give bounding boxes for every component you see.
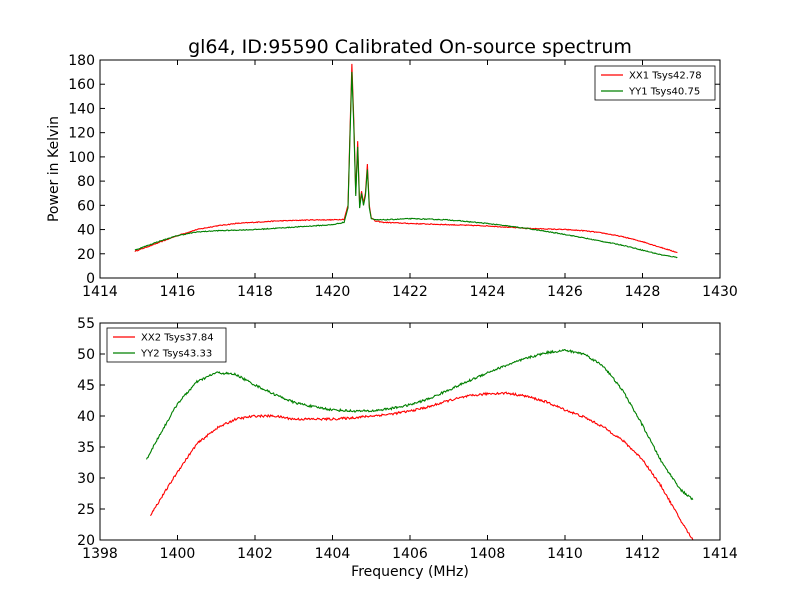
x-tick-label: 1398 [82,546,118,562]
legend: XX2 Tsys37.84 YY2 Tsys43.33 [106,327,227,363]
bottom-plot-panel: 1398 1400 1402 1404 1406 1408 1410 1412 1414 20 25… [77,316,738,580]
y-tick-label: 180 [68,53,95,69]
y-tick-label: 0 [86,271,95,287]
x-tick-label: 1414 [702,546,738,562]
x-tick-label: 1416 [160,284,196,300]
legend-entry: YY1 Tsys40.75 [628,87,700,98]
legend-entry: YY2 Tsys43.33 [140,349,212,360]
y-tick-label: 25 [77,502,95,518]
x-tick-label: 1426 [547,284,583,300]
x-tick-label: 1424 [470,284,506,300]
x-tick-label: 1422 [392,284,428,300]
series-line-red [134,63,678,254]
x-tick-label: 1420 [315,284,351,300]
y-tick-label: 20 [77,533,95,549]
x-tick-label: 1406 [392,546,428,562]
series-line-red [149,391,694,540]
y-tick-label: 60 [77,198,95,214]
y-tick-label: 100 [68,150,95,166]
top-plot-panel: 1414 1416 1418 1420 1422 1424 1426 1428 1430 0 20 4… [46,53,738,300]
y-tick-label: 45 [77,378,95,394]
y-tick-label: 80 [77,174,95,190]
y-tick-label: 140 [68,101,95,117]
y-axis-label: Power in Kelvin [46,116,62,222]
y-tick-label: 50 [77,347,95,363]
x-tick-label: 1400 [160,546,196,562]
y-tick-label: 30 [77,471,95,487]
x-tick-label: 1404 [315,546,351,562]
legend: XX1 Tsys42.78 YY1 Tsys40.75 [594,65,716,101]
x-tick-label: 1410 [547,546,583,562]
series-line-green [146,348,694,501]
x-tick-label: 1414 [82,284,118,300]
chart-title: gl64, ID:95590 Calibrated On-source spec… [188,36,632,58]
y-tick-label: 160 [68,77,95,93]
y-tick-label: 120 [68,126,95,142]
y-tick-label: 40 [77,409,95,425]
x-tick-label: 1412 [625,546,661,562]
y-tick-label: 20 [77,247,95,263]
x-axis-label: Frequency (MHz) [351,564,469,580]
x-tick-label: 1402 [237,546,273,562]
series-line-green [134,71,678,259]
x-tick-label: 1408 [470,546,506,562]
x-tick-label: 1428 [625,284,661,300]
y-tick-label: 40 [77,223,95,239]
x-tick-label: 1430 [702,284,738,300]
legend-entry: XX1 Tsys42.78 [629,71,702,82]
legend-box [106,327,227,363]
legend-box [594,65,716,101]
y-tick-label: 35 [77,440,95,456]
y-tick-label: 55 [77,316,95,332]
legend-entry: XX2 Tsys37.84 [141,333,214,344]
x-tick-label: 1418 [237,284,273,300]
